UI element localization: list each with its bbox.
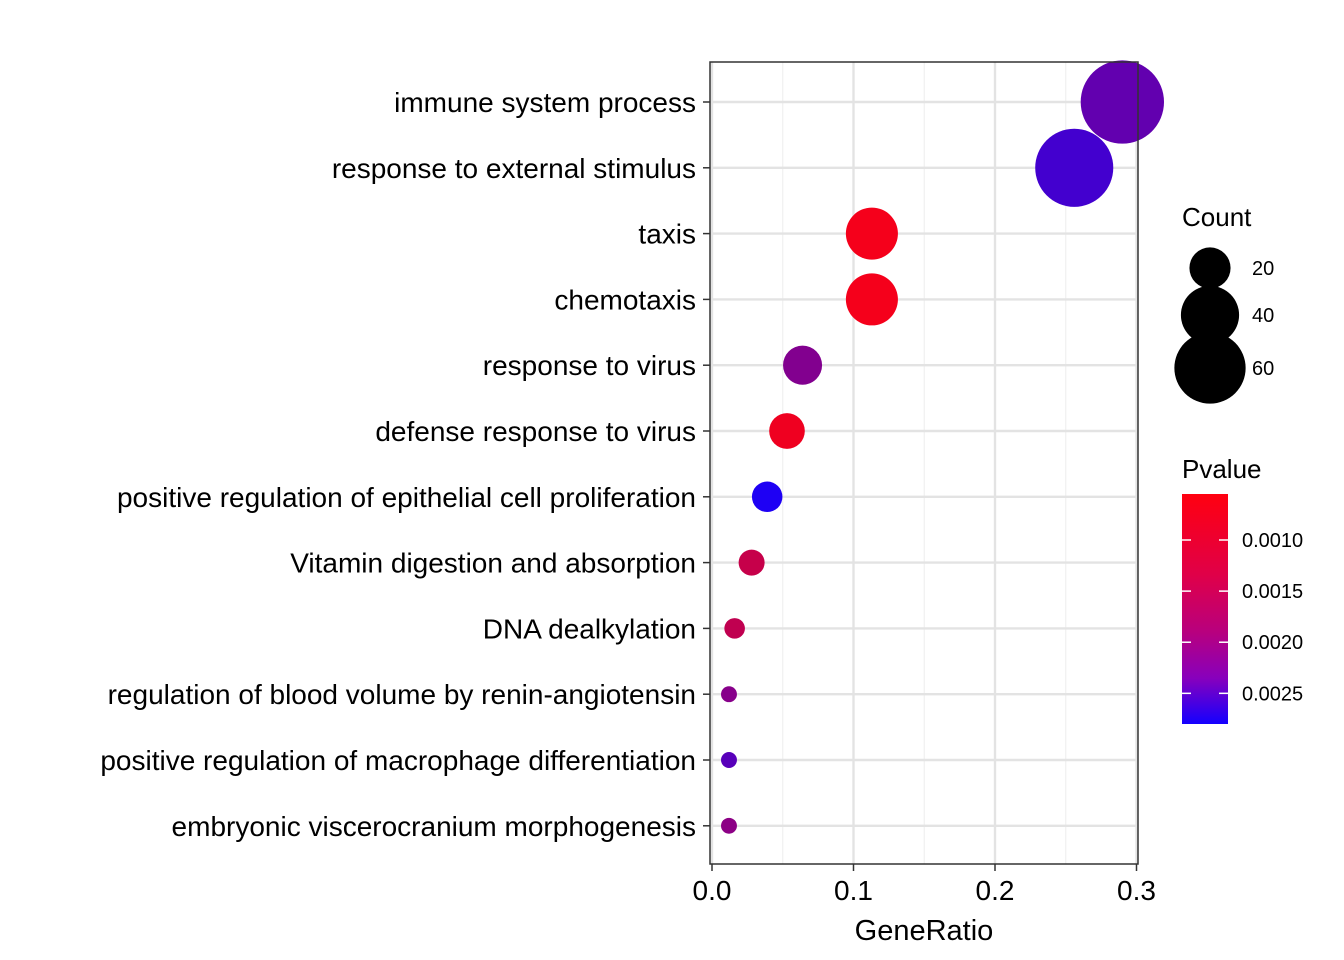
pvalue-legend-label: 0.0010 <box>1242 530 1303 552</box>
data-point <box>1035 128 1114 207</box>
data-point <box>724 618 745 639</box>
x-tick-label: 0.1 <box>834 875 873 906</box>
pvalue-legend-label: 0.0020 <box>1242 632 1303 654</box>
count-legend-key <box>1180 285 1240 345</box>
x-tick-label: 0.3 <box>1117 875 1156 906</box>
y-tick-label: response to external stimulus <box>332 153 696 184</box>
count-legend-title: Count <box>1182 202 1252 232</box>
count-legend-key <box>1189 247 1231 289</box>
pvalue-colorbar <box>1182 494 1228 724</box>
pvalue-legend-title: Pvalue <box>1182 454 1262 484</box>
data-point <box>769 413 805 449</box>
panel-border <box>709 61 1139 865</box>
y-tick-label: defense response to virus <box>375 416 696 447</box>
y-tick-label: positive regulation of macrophage differ… <box>100 745 696 776</box>
data-point <box>845 273 898 326</box>
y-axis: immune system process response to externa… <box>100 87 710 842</box>
x-tick-label: 0.2 <box>976 875 1015 906</box>
data-point <box>1080 60 1165 144</box>
count-legend: Count 20 40 60 <box>1174 202 1274 404</box>
count-legend-label: 60 <box>1252 358 1274 380</box>
y-tick-label: response to virus <box>483 350 696 381</box>
data-points <box>721 60 1165 834</box>
data-point <box>751 481 783 513</box>
y-tick-label: embryonic viscerocranium morphogenesis <box>172 811 696 842</box>
y-tick-label: taxis <box>638 219 696 250</box>
x-axis-title: GeneRatio <box>855 915 994 947</box>
y-tick-label: chemotaxis <box>554 284 696 315</box>
y-tick-label: DNA dealkylation <box>483 613 696 644</box>
y-tick-label: positive regulation of epithelial cell p… <box>117 482 696 513</box>
data-point <box>721 686 737 703</box>
pvalue-legend: Pvalue 0.0010 0.0015 0.0020 0.0025 <box>1182 454 1303 724</box>
pvalue-legend-label: 0.0025 <box>1242 683 1303 705</box>
count-legend-label: 20 <box>1252 258 1274 280</box>
data-point <box>721 817 737 834</box>
count-legend-label: 40 <box>1252 305 1274 327</box>
count-legend-key <box>1174 332 1246 404</box>
data-point <box>721 752 737 768</box>
pvalue-legend-label: 0.0015 <box>1242 581 1303 603</box>
data-point <box>738 549 765 576</box>
y-tick-label: immune system process <box>394 87 696 118</box>
y-tick-label: regulation of blood volume by renin-angi… <box>108 679 696 710</box>
y-tick-label: Vitamin digestion and absorption <box>290 548 696 579</box>
data-point <box>783 345 823 385</box>
x-axis: 0.0 0.1 0.2 0.3 <box>693 864 1156 906</box>
x-tick-label: 0.0 <box>693 875 732 906</box>
data-point <box>845 207 898 260</box>
